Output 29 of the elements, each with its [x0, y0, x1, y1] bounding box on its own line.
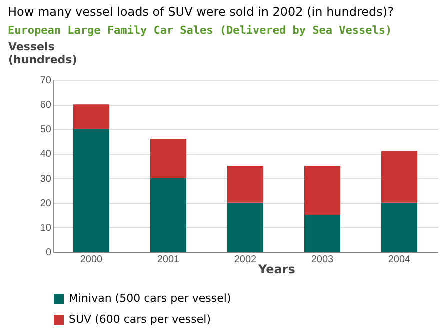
legend-label: Minivan (500 cars per vessel) [69, 292, 232, 305]
bar [150, 138, 186, 178]
y-tick-label: 10 [40, 222, 52, 234]
y-tick-label: 60 [40, 100, 52, 112]
bar [382, 202, 418, 252]
bar [304, 166, 340, 216]
y-axis-title: Vessels (hundreds) [8, 40, 78, 66]
bar [304, 215, 340, 252]
y-tick-label: 70 [40, 76, 52, 86]
x-tick-label: 2000 [80, 254, 104, 266]
bar [382, 151, 418, 203]
y-tick-label: 0 [46, 248, 52, 258]
y-tick-label: 50 [40, 124, 52, 136]
bar [74, 104, 110, 130]
bar [228, 166, 264, 203]
x-tick-label: 2002 [234, 254, 258, 266]
chart-title: How many vessel loads of SUV were sold in 2002 (in hundreds)? [8, 5, 394, 19]
y-tick-label: 20 [40, 198, 52, 210]
x-tick-label: 2001 [157, 254, 180, 266]
x-axis-title: Years [258, 262, 296, 276]
x-tick-label: 2003 [311, 254, 334, 266]
bar [150, 178, 186, 252]
legend-label: SUV (600 cars per vessel) [69, 313, 212, 326]
bar [228, 202, 264, 252]
y-tick-label: 40 [40, 149, 52, 160]
chart-subtitle: European Large Family Car Sales (Delivered by Sea Vessels) [8, 24, 392, 37]
x-tick-label: 2004 [388, 254, 412, 266]
bar [74, 129, 110, 252]
y-tick-label: 30 [40, 174, 52, 185]
